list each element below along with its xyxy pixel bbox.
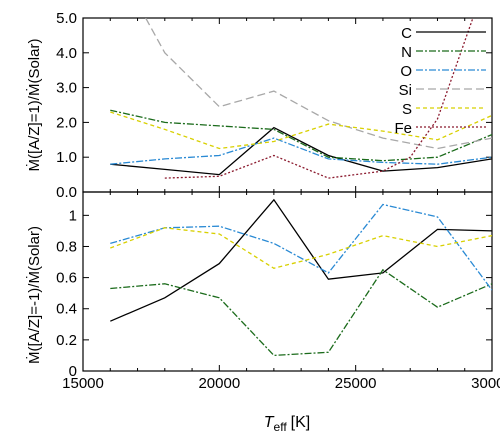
bottom-y-axis-label: Ṁ([A/Z]=-1)/Ṁ(Solar) <box>25 226 43 364</box>
bottom-series-c-line <box>110 198 492 322</box>
top-y-tick-label: 0.0 <box>56 184 77 201</box>
bottom-series-s-line <box>110 227 492 269</box>
top-y-tick-label: 4.0 <box>56 45 77 62</box>
top-series-fe-line <box>164 18 474 179</box>
bottom-y-tick-label: 0 <box>69 363 77 380</box>
top-plot-frame <box>82 17 493 193</box>
top-series-si-line <box>145 18 492 150</box>
bottom-series-n-line <box>110 268 492 357</box>
top-y-tick-label: 3.0 <box>56 80 77 97</box>
bottom-y-tick-label: 0.6 <box>56 270 77 287</box>
legend-label-c: C <box>401 25 412 42</box>
bottom-series-o-line <box>110 203 492 291</box>
bottom-y-tick-label: 0.8 <box>56 238 77 255</box>
x-axis-label-sub: eff <box>274 420 288 434</box>
x-axis-label-unit: [K] <box>291 414 311 431</box>
top-y-axis-label: Ṁ([A/Z]=1)/Ṁ(Solar) <box>25 39 43 172</box>
legend-label-n: N <box>401 44 412 61</box>
legend-label-s: S <box>402 101 412 118</box>
legend-label-fe: Fe <box>394 120 412 137</box>
top-y-tick-label: 5.0 <box>56 10 77 27</box>
bottom-y-tick-label: 0.2 <box>56 332 77 349</box>
top-series-group <box>110 18 492 179</box>
bottom-series-group <box>110 198 492 357</box>
bottom-y-tick-label: 1 <box>69 207 77 224</box>
top-series-o-line <box>110 137 492 165</box>
x-tick-label: 15000 <box>62 375 104 392</box>
bottom-plot-frame <box>82 191 493 372</box>
x-tick-label: 25000 <box>335 375 377 392</box>
bottom-y-tick-label: 0.4 <box>56 301 77 318</box>
top-series-n-line <box>110 109 492 162</box>
top-series-s-line <box>110 111 492 150</box>
x-tick-label: 20000 <box>198 375 240 392</box>
top-y-tick-label: 2.0 <box>56 114 77 131</box>
top-y-tick-label: 1.0 <box>56 149 77 166</box>
top-series-c-line <box>110 126 492 176</box>
x-axis-label: Teff [K] <box>264 414 310 434</box>
x-axis-label-base: T <box>264 414 275 431</box>
legend-label-si: Si <box>399 82 412 99</box>
legend: CNO Si S Fe <box>394 25 486 137</box>
top-panel: 0.0 1.0 2.0 3.0 4.0 5.0 CNO Si S Fe <box>56 10 493 201</box>
legend-label-o: O <box>400 63 412 80</box>
